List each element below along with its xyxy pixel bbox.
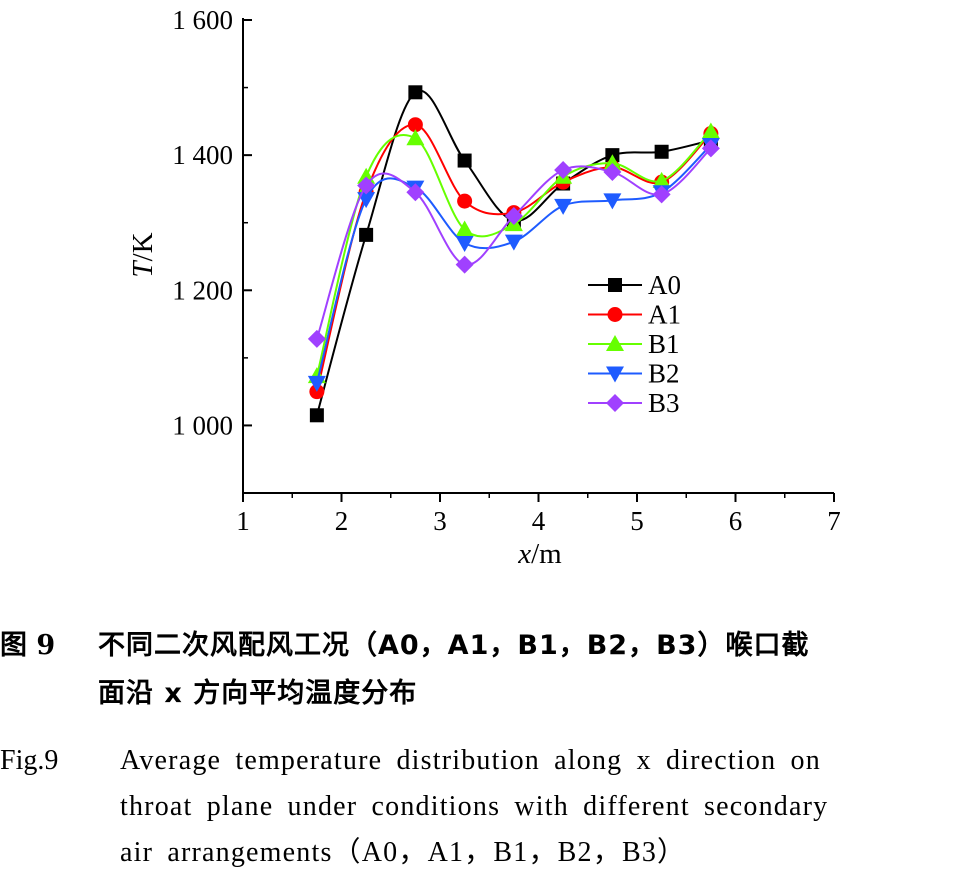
legend-label: B2 — [648, 359, 680, 389]
caption-cn-number: 图 9 — [0, 630, 56, 661]
x-tick-label: 5 — [630, 506, 644, 536]
y-tick-label: 1 000 — [172, 410, 233, 440]
caption-cn-line2: 面沿 x 方向平均温度分布 — [98, 678, 418, 709]
legend-marker — [607, 307, 623, 322]
y-tick-label: 1 200 — [172, 275, 233, 305]
data-point-b1 — [652, 171, 671, 188]
data-point-b2 — [554, 198, 573, 215]
legend-label: A0 — [648, 270, 681, 300]
y-axis-title: T/K — [127, 232, 159, 277]
caption-cn-line1: 不同二次风配风工况（A0，A1，B1，B2，B3）喉口截 — [98, 630, 810, 661]
y-tick-label: 1 400 — [172, 140, 233, 170]
x-tick-label: 2 — [335, 506, 349, 536]
data-point-b2 — [504, 234, 523, 251]
legend-marker — [606, 394, 624, 412]
x-tick-label: 4 — [532, 506, 546, 536]
data-point-a0 — [359, 227, 374, 242]
caption-en-line2: throat plane under conditions with diffe… — [120, 791, 829, 822]
legend-label: B1 — [648, 329, 680, 359]
x-tick-label: 7 — [827, 506, 841, 536]
data-point-a1 — [407, 117, 423, 133]
legend-label: A1 — [648, 300, 681, 330]
legend-marker — [606, 366, 624, 383]
legend-item-b3: B3 — [588, 388, 680, 418]
legend-item-b1: B1 — [588, 329, 680, 359]
data-point-b2 — [455, 235, 474, 252]
caption-en-line1: Average temperature distribution along x… — [120, 745, 821, 776]
caption-en-number: Fig.9 — [0, 745, 59, 776]
legend-item-a1: A1 — [588, 300, 681, 330]
data-point-a0 — [408, 85, 423, 100]
data-point-b3 — [554, 161, 573, 180]
legend-marker — [606, 335, 624, 351]
y-tick-label: 1 600 — [172, 5, 233, 35]
data-point-b3 — [701, 139, 720, 158]
data-point-b3 — [652, 185, 671, 204]
data-point-b2 — [307, 375, 326, 392]
data-point-b3 — [307, 329, 326, 348]
x-tick-label: 1 — [236, 506, 250, 536]
caption-chinese: 图 9 不同二次风配风工况（A0，A1，B1，B2，B3）喉口截 面沿 x 方向… — [0, 622, 963, 718]
series-b3 — [307, 139, 720, 348]
data-point-b3 — [504, 206, 523, 225]
data-point-b1 — [603, 154, 622, 171]
data-point-b3 — [406, 183, 425, 202]
data-point-b2 — [603, 193, 622, 210]
data-point-b1 — [701, 122, 720, 139]
caption-en-line3: air arrangements（A0，A1，B1，B2，B3） — [120, 837, 687, 868]
legend-item-b2: B2 — [588, 359, 680, 389]
axes: 1 2 3 4 5 6 7 1 000 1 200 1 400 1 600 — [172, 5, 841, 536]
x-tick-label: 3 — [433, 506, 447, 536]
series-layer — [307, 85, 720, 423]
legend-marker — [608, 278, 622, 292]
data-point-a1 — [457, 193, 473, 209]
data-point-b3 — [455, 255, 474, 274]
data-point-a0 — [457, 153, 472, 168]
data-point-b3 — [357, 176, 376, 195]
legend-label: B3 — [648, 388, 680, 418]
data-point-a0 — [654, 144, 669, 159]
caption-english: Fig.9 Average temperature distribution a… — [0, 738, 963, 876]
data-point-b1 — [406, 129, 425, 146]
data-point-a0 — [309, 408, 324, 423]
x-tick-label: 6 — [729, 506, 743, 536]
data-point-b1 — [455, 220, 474, 237]
data-point-b3 — [603, 163, 622, 182]
legend-item-a0: A0 — [588, 270, 681, 300]
x-axis-title: x/m — [517, 538, 562, 570]
